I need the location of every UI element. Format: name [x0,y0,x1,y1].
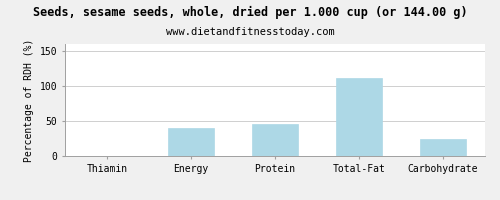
Text: Seeds, sesame seeds, whole, dried per 1.000 cup (or 144.00 g): Seeds, sesame seeds, whole, dried per 1.… [32,6,468,19]
Text: www.dietandfitnesstoday.com: www.dietandfitnesstoday.com [166,27,334,37]
Bar [336,78,382,156]
Y-axis label: Percentage of RDH (%): Percentage of RDH (%) [24,38,34,162]
Bar [420,138,466,156]
Bar [252,124,298,156]
Bar [168,128,214,156]
